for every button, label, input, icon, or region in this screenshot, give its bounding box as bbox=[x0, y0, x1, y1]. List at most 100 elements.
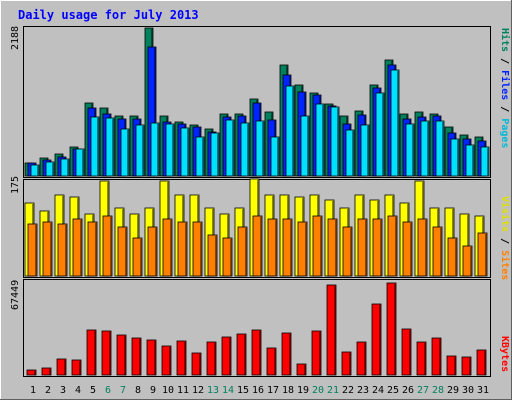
bar-kbytes-day-20 bbox=[311, 330, 322, 376]
bar-kbytes-day-10 bbox=[161, 345, 172, 376]
bar-shade bbox=[65, 225, 67, 276]
x-tick-label: 29 bbox=[447, 385, 459, 396]
bar-sites-day-24 bbox=[372, 218, 383, 277]
bar-pages-day-17 bbox=[270, 136, 280, 177]
bar-shade bbox=[170, 220, 172, 276]
bar-kbytes-day-17 bbox=[266, 347, 277, 376]
bar-sites-day-1 bbox=[27, 223, 38, 277]
bar-kbytes-day-9 bbox=[146, 339, 157, 376]
bar-shade bbox=[244, 335, 246, 375]
bar-shade bbox=[487, 148, 489, 176]
bar-sites-day-5 bbox=[87, 221, 98, 277]
bar-shade bbox=[67, 160, 69, 176]
bar-sites-day-29 bbox=[447, 237, 458, 277]
bar-pages-day-23 bbox=[360, 124, 370, 177]
bar-kbytes-day-31 bbox=[476, 349, 487, 376]
bar-sites-day-17 bbox=[267, 218, 278, 277]
bar-kbytes-day-19 bbox=[296, 363, 307, 376]
x-tick-label: 5 bbox=[90, 385, 96, 396]
x-tick-label: 3 bbox=[60, 385, 66, 396]
x-tick-label: 14 bbox=[222, 385, 234, 396]
ymax-label-hits: 2188 bbox=[10, 26, 21, 50]
bar-kbytes-day-11 bbox=[176, 340, 187, 376]
bar-shade bbox=[157, 124, 159, 176]
bar-shade bbox=[50, 223, 52, 276]
bar-shade bbox=[140, 239, 142, 276]
bar-shade bbox=[200, 223, 202, 276]
bar-kbytes-day-22 bbox=[341, 351, 352, 376]
bar-sites-day-26 bbox=[402, 221, 413, 277]
bar-shade bbox=[94, 331, 96, 375]
bar-shade bbox=[64, 360, 66, 375]
bar-kbytes-day-30 bbox=[461, 356, 472, 376]
x-tick-label: 9 bbox=[150, 385, 156, 396]
bar-shade bbox=[125, 228, 127, 276]
bar-kbytes-day-24 bbox=[371, 303, 382, 376]
x-tick-label: 31 bbox=[477, 385, 489, 396]
bar-kbytes-day-28 bbox=[431, 337, 442, 376]
bar-shade bbox=[319, 332, 321, 375]
bar-shade bbox=[292, 87, 294, 176]
bar-sites-day-11 bbox=[177, 221, 188, 277]
bar-sites-day-25 bbox=[387, 215, 398, 277]
bar-shade bbox=[335, 220, 337, 276]
bar-shade bbox=[304, 365, 306, 375]
bar-pages-day-1 bbox=[30, 164, 40, 177]
x-tick-label: 20 bbox=[312, 385, 324, 396]
svg-text:Visits / Sites: Visits / Sites bbox=[499, 196, 511, 280]
bar-sites-day-27 bbox=[417, 218, 428, 277]
x-tick-label: 25 bbox=[387, 385, 399, 396]
bar-shade bbox=[79, 361, 81, 375]
bar-sites-day-12 bbox=[192, 221, 203, 277]
x-tick-label: 26 bbox=[402, 385, 414, 396]
x-tick-label: 10 bbox=[162, 385, 174, 396]
bar-kbytes-day-1 bbox=[26, 369, 37, 376]
bar-kbytes-day-7 bbox=[116, 334, 127, 376]
bar-shade bbox=[289, 334, 291, 375]
bar-pages-day-8 bbox=[135, 124, 145, 177]
bars-kbytes bbox=[26, 282, 487, 376]
legend-hits: Pages bbox=[499, 118, 510, 148]
x-tick-label: 2 bbox=[45, 385, 51, 396]
bar-shade bbox=[320, 217, 322, 276]
bar-shade bbox=[350, 228, 352, 276]
x-tick-label: 30 bbox=[462, 385, 474, 396]
bars-visits-sites bbox=[24, 178, 488, 277]
ylabel-visits-sites: Visits / Sites bbox=[499, 196, 511, 280]
panel-visits-sites: 175 Visits / Sites bbox=[10, 176, 511, 280]
bar-shade bbox=[217, 134, 219, 176]
bar-kbytes-day-8 bbox=[131, 337, 142, 376]
bar-shade bbox=[97, 118, 99, 176]
x-tick-label: 28 bbox=[432, 385, 444, 396]
bar-shade bbox=[367, 126, 369, 176]
bar-shade bbox=[334, 286, 336, 375]
bar-pages-day-3 bbox=[60, 158, 70, 177]
bar-shade bbox=[139, 339, 141, 375]
legend-sep: / bbox=[499, 232, 510, 250]
bar-pages-day-20 bbox=[315, 103, 325, 177]
bar-shade bbox=[245, 228, 247, 276]
bar-shade bbox=[184, 342, 186, 375]
bar-shade bbox=[142, 126, 144, 176]
bar-pages-day-30 bbox=[465, 144, 475, 177]
bar-shade bbox=[214, 343, 216, 375]
legend-kbytes: KBytes bbox=[499, 336, 510, 372]
x-tick-label: 18 bbox=[282, 385, 294, 396]
x-tick-label: 7 bbox=[120, 385, 126, 396]
bar-shade bbox=[424, 343, 426, 375]
bar-kbytes-day-21 bbox=[326, 284, 337, 376]
legend-sep: / bbox=[499, 52, 510, 70]
bar-pages-day-28 bbox=[435, 120, 445, 177]
bar-shade bbox=[109, 332, 111, 375]
bar-pages-day-12 bbox=[195, 136, 205, 177]
x-tick-label: 6 bbox=[105, 385, 111, 396]
ylabel-pages-files-hits: Hits / Files / Pages bbox=[499, 28, 511, 148]
bar-pages-day-10 bbox=[165, 123, 175, 177]
bar-sites-day-19 bbox=[297, 221, 308, 277]
panel-pages-files-hits: 2188 Hits / Files / Pages bbox=[10, 26, 511, 178]
bar-shade bbox=[277, 138, 279, 176]
bar-shade bbox=[154, 341, 156, 375]
bar-shade bbox=[394, 284, 396, 375]
